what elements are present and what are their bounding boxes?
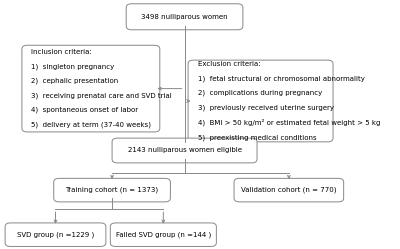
FancyBboxPatch shape: [5, 223, 106, 247]
Text: Exclusion criteria:

1)  fetal structural or chromosomal abnormality

2)  compli: Exclusion criteria: 1) fetal structural …: [198, 61, 380, 141]
FancyBboxPatch shape: [54, 178, 170, 202]
Text: Inclusion criteria:

1)  singleton pregnancy

2)  cephalic presentation

3)  rec: Inclusion criteria: 1) singleton pregnan…: [32, 49, 172, 128]
FancyBboxPatch shape: [110, 223, 216, 247]
Text: Validation cohort (n = 770): Validation cohort (n = 770): [241, 187, 337, 193]
FancyBboxPatch shape: [188, 60, 333, 142]
FancyBboxPatch shape: [126, 4, 243, 30]
FancyBboxPatch shape: [112, 138, 257, 163]
Text: 3498 nulliparous women: 3498 nulliparous women: [141, 14, 228, 20]
Text: Training cohort (n = 1373): Training cohort (n = 1373): [66, 187, 159, 193]
Text: SVD group (n =1229 ): SVD group (n =1229 ): [17, 231, 94, 238]
Text: Failed SVD group (n =144 ): Failed SVD group (n =144 ): [116, 231, 211, 238]
FancyBboxPatch shape: [22, 45, 160, 132]
Text: 2143 nulliparous women eligible: 2143 nulliparous women eligible: [128, 147, 242, 153]
FancyBboxPatch shape: [234, 178, 344, 202]
